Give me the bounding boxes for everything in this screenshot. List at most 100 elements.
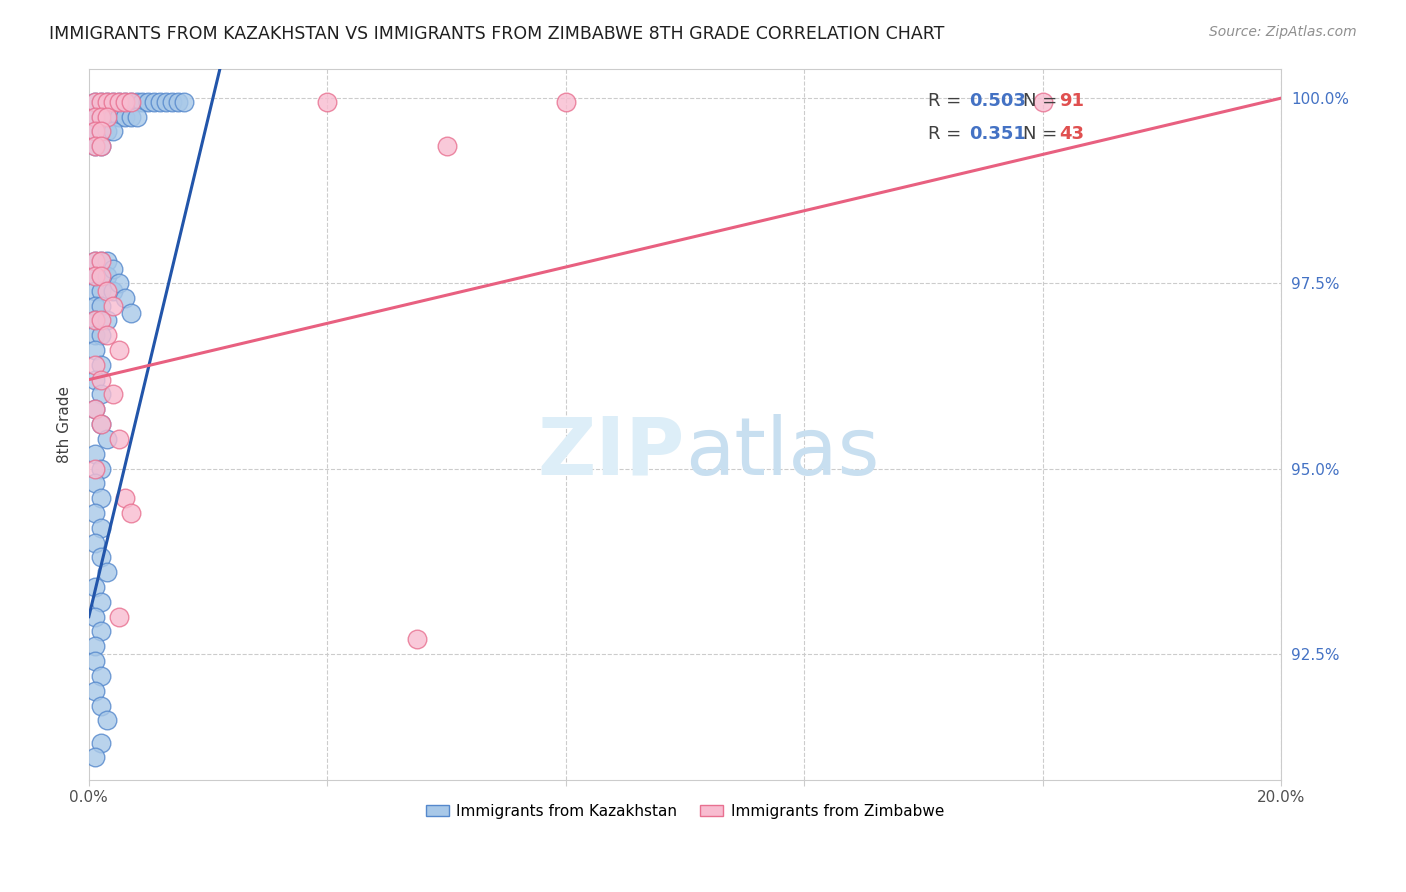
Point — [107, 95, 129, 109]
Point — [167, 95, 190, 109]
Point — [90, 268, 112, 283]
Point — [90, 491, 112, 505]
Point — [120, 95, 142, 109]
Point — [101, 299, 124, 313]
Text: 43: 43 — [1059, 125, 1084, 143]
Point — [143, 95, 166, 109]
Point — [120, 306, 142, 320]
Point — [83, 535, 105, 549]
Point — [90, 358, 112, 372]
Text: R =: R = — [928, 92, 967, 110]
Point — [1032, 95, 1054, 109]
Point — [90, 95, 112, 109]
Text: ZIP: ZIP — [537, 414, 685, 491]
Point — [90, 669, 112, 683]
Point — [83, 95, 105, 109]
Point — [83, 110, 105, 124]
Y-axis label: 8th Grade: 8th Grade — [58, 385, 72, 463]
Point — [405, 632, 427, 646]
Point — [96, 268, 118, 283]
Point — [107, 110, 129, 124]
Point — [90, 139, 112, 153]
Point — [101, 95, 124, 109]
Text: 0.351: 0.351 — [970, 125, 1026, 143]
Point — [83, 580, 105, 594]
Point — [83, 328, 105, 343]
Point — [120, 506, 142, 520]
Point — [83, 447, 105, 461]
Point — [101, 261, 124, 276]
Point — [114, 291, 136, 305]
Point — [162, 95, 184, 109]
Point — [83, 110, 105, 124]
Point — [131, 95, 153, 109]
Point — [90, 550, 112, 565]
Point — [101, 387, 124, 401]
Point — [83, 139, 105, 153]
Text: atlas: atlas — [685, 414, 879, 491]
Point — [90, 417, 112, 431]
Point — [96, 110, 118, 124]
Point — [83, 254, 105, 268]
Point — [96, 95, 118, 109]
Point — [90, 624, 112, 639]
Point — [101, 124, 124, 138]
Point — [83, 506, 105, 520]
Point — [83, 268, 105, 283]
Point — [83, 476, 105, 491]
Text: N =: N = — [1024, 92, 1063, 110]
Point — [90, 461, 112, 475]
Point — [83, 254, 105, 268]
Point — [96, 313, 118, 327]
Point — [436, 139, 458, 153]
Point — [83, 640, 105, 654]
Point — [96, 254, 118, 268]
Point — [90, 698, 112, 713]
Point — [90, 95, 112, 109]
Point — [101, 110, 124, 124]
Point — [83, 750, 105, 764]
Point — [107, 277, 129, 291]
Point — [138, 95, 160, 109]
Point — [83, 461, 105, 475]
Text: R =: R = — [928, 125, 967, 143]
Point — [96, 284, 118, 298]
Point — [114, 95, 136, 109]
Point — [90, 284, 112, 298]
Point — [83, 654, 105, 668]
Point — [83, 358, 105, 372]
Point — [107, 95, 129, 109]
Point — [83, 343, 105, 357]
Point — [83, 402, 105, 417]
Point — [96, 432, 118, 446]
Point — [96, 714, 118, 728]
Point — [114, 110, 136, 124]
Point — [125, 95, 148, 109]
Point — [107, 609, 129, 624]
Point — [96, 110, 118, 124]
Point — [316, 95, 339, 109]
Point — [90, 110, 112, 124]
Point — [125, 110, 148, 124]
Point — [90, 328, 112, 343]
Point — [83, 373, 105, 387]
Text: IMMIGRANTS FROM KAZAKHSTAN VS IMMIGRANTS FROM ZIMBABWE 8TH GRADE CORRELATION CHA: IMMIGRANTS FROM KAZAKHSTAN VS IMMIGRANTS… — [49, 25, 945, 43]
Point — [90, 735, 112, 749]
Point — [173, 95, 195, 109]
Point — [90, 521, 112, 535]
Point — [101, 95, 124, 109]
Point — [90, 139, 112, 153]
Point — [155, 95, 177, 109]
Text: N =: N = — [1024, 125, 1063, 143]
Point — [107, 432, 129, 446]
Point — [83, 683, 105, 698]
Point — [120, 95, 142, 109]
Point — [90, 268, 112, 283]
Legend: Immigrants from Kazakhstan, Immigrants from Zimbabwe: Immigrants from Kazakhstan, Immigrants f… — [419, 798, 950, 825]
Point — [83, 284, 105, 298]
Point — [90, 387, 112, 401]
Point — [96, 328, 118, 343]
Point — [96, 124, 118, 138]
Text: Source: ZipAtlas.com: Source: ZipAtlas.com — [1209, 25, 1357, 39]
Point — [90, 417, 112, 431]
